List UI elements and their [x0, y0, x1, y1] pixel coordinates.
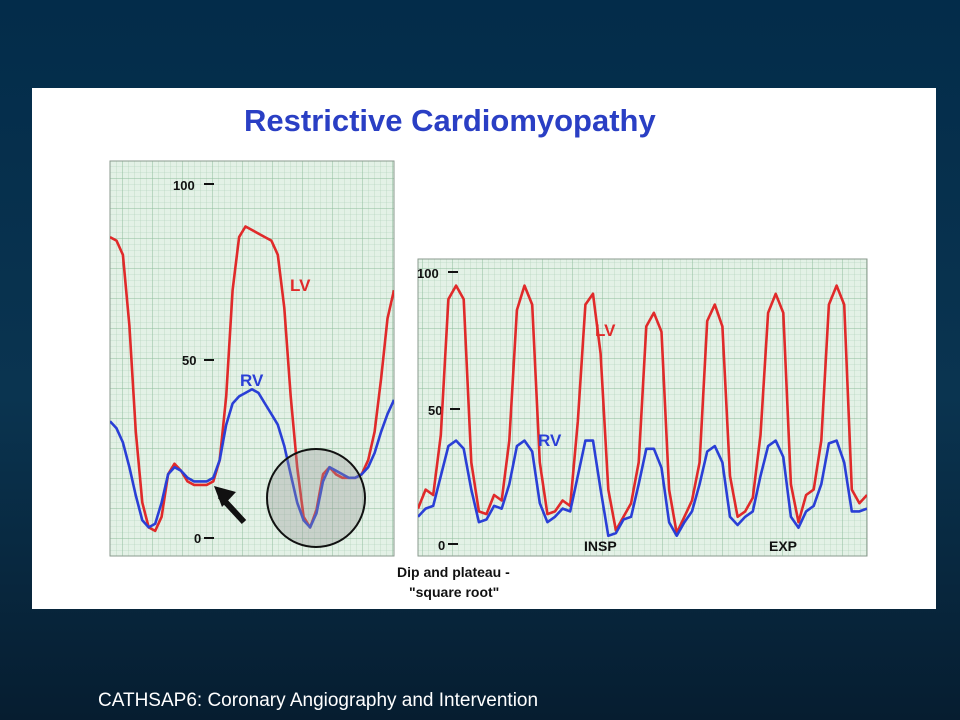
annotation-line-2: "square root": [409, 584, 499, 600]
right-tracing-panel: 100 50 0 LV RV INSP EXP: [417, 258, 868, 557]
left-lv-label: LV: [290, 276, 311, 295]
right-rv-label: RV: [538, 431, 562, 450]
footer-caption: CATHSAP6: Coronary Angiography and Inter…: [98, 690, 539, 711]
left-grid: [109, 160, 395, 557]
insp-label: INSP: [584, 538, 617, 554]
arrow-icon: [214, 486, 247, 525]
right-ytick-0: 0: [438, 538, 445, 553]
right-rv-pressure-line: [418, 439, 867, 538]
exp-label: EXP: [769, 538, 797, 554]
pressure-tracing-figure: Restrictive Cardiomyopathy 100 50 0 LV R…: [109, 103, 868, 600]
left-ytick-0: 0: [194, 531, 201, 546]
left-ytick-50: 50: [182, 353, 196, 368]
highlight-circle: [266, 448, 366, 548]
slide-figure-panel: Restrictive Cardiomyopathy 100 50 0 LV R…: [32, 88, 936, 609]
right-ytick-100: 100: [417, 266, 439, 281]
left-tracing-panel: 100 50 0 LV RV: [109, 160, 395, 557]
left-rv-label: RV: [240, 371, 264, 390]
right-ytick-50: 50: [428, 403, 442, 418]
left-ytick-100: 100: [173, 178, 195, 193]
chart-title: Restrictive Cardiomyopathy: [244, 103, 656, 138]
left-rv-pressure-line: [110, 387, 394, 529]
right-lv-label: LV: [595, 321, 616, 340]
right-lv-pressure-line: [418, 284, 867, 535]
annotation-line-1: Dip and plateau -: [397, 564, 510, 580]
